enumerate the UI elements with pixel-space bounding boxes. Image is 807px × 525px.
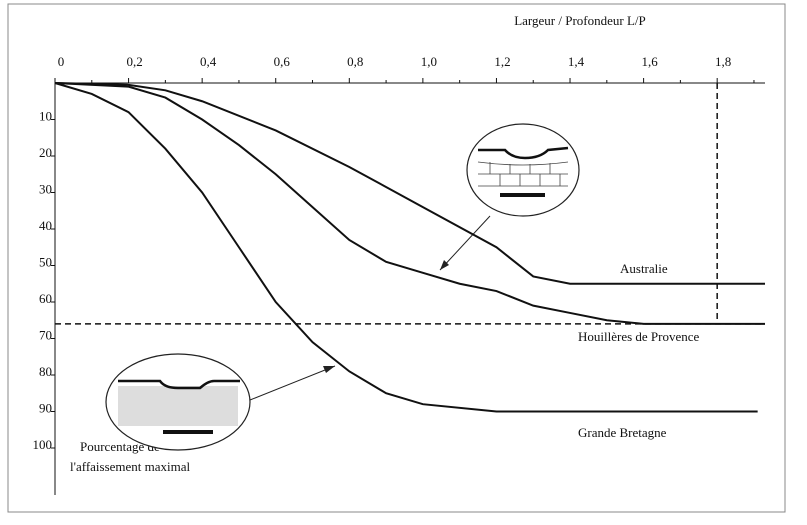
x-tick-label: 0,2 bbox=[126, 54, 142, 69]
x-axis-title: Largeur / Profondeur L/P bbox=[514, 13, 646, 28]
y-tick-label: 30 bbox=[39, 181, 52, 196]
x-tick-label: 1,2 bbox=[494, 54, 510, 69]
y-tick-label: 20 bbox=[39, 145, 52, 160]
inset-diagram bbox=[439, 123, 580, 271]
x-tick-label: 1,6 bbox=[641, 54, 658, 69]
data-line bbox=[54, 82, 765, 325]
y-tick-label: 70 bbox=[39, 327, 52, 342]
x-tick-label: 0 bbox=[58, 54, 65, 69]
series-label: Grande Bretagne bbox=[578, 425, 667, 440]
x-tick-label: 1,0 bbox=[421, 54, 437, 69]
y-tick-label: 40 bbox=[39, 218, 52, 233]
y-tick-label: 10 bbox=[39, 108, 52, 123]
series-label: Houillères de Provence bbox=[578, 329, 700, 344]
x-tick-label: 1,8 bbox=[715, 54, 731, 69]
x-tick-label: 1,4 bbox=[568, 54, 585, 69]
y-tick-label: 50 bbox=[39, 254, 52, 269]
x-tick-label: 0,6 bbox=[274, 54, 291, 69]
inset-diagram bbox=[105, 353, 336, 451]
data-line bbox=[54, 82, 765, 285]
frame bbox=[7, 3, 786, 513]
y-tick-label: 60 bbox=[39, 291, 52, 306]
data-line bbox=[54, 82, 758, 413]
y-tick-label: 100 bbox=[33, 437, 53, 452]
y-axis-title: l'affaissement maximal bbox=[70, 459, 191, 474]
series-label: Australie bbox=[620, 261, 668, 276]
x-tick-label: 0,8 bbox=[347, 54, 363, 69]
y-tick-label: 90 bbox=[39, 400, 52, 415]
x-tick-label: 0,4 bbox=[200, 54, 217, 69]
y-tick-label: 80 bbox=[39, 364, 52, 379]
